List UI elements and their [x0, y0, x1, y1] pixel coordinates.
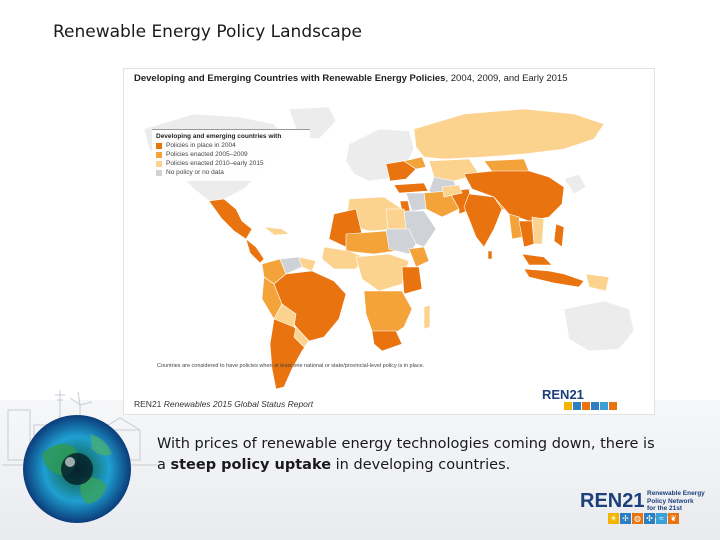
- papua: [585, 273, 610, 292]
- philippines: [553, 223, 565, 248]
- south-africa: [371, 330, 403, 352]
- malaysia: [521, 253, 553, 266]
- legend-label: Policies in place in 2004: [166, 142, 236, 149]
- legend-item-2009: Policies enacted 2005–2009: [156, 151, 306, 158]
- jordan: [399, 200, 411, 212]
- madagascar: [423, 304, 431, 330]
- russia: [413, 108, 605, 160]
- central-america: [245, 238, 265, 264]
- caribbean: [263, 226, 290, 236]
- wind-icon: [573, 402, 581, 410]
- mexico: [208, 198, 253, 240]
- logo-icons: ☀ ✢ ◍ ✣ ≈ ❦: [608, 513, 679, 524]
- brazil: [273, 270, 347, 342]
- map-title: Developing and Emerging Countries with R…: [134, 73, 567, 84]
- wave-icon: ≈: [656, 513, 667, 524]
- paraguay-uruguay: [293, 326, 310, 348]
- caption-text-2: in developing countries.: [331, 457, 511, 473]
- legend-swatch: [156, 169, 162, 176]
- ukraine: [403, 156, 427, 170]
- legend-title: Developing and emerging countries with: [156, 133, 282, 140]
- legend-item-no-policy: No policy or no data: [156, 169, 306, 176]
- sri-lanka: [487, 250, 493, 260]
- map-title-rest: , 2004, 2009, and Early 2015: [445, 73, 568, 84]
- legend-label: Policies enacted 2010–early 2015: [166, 160, 264, 167]
- legend-item-2015: Policies enacted 2010–early 2015: [156, 160, 306, 167]
- caption-bold: steep policy uptake: [170, 457, 332, 473]
- indonesia: [523, 268, 585, 288]
- map-footnote: Countries are considered to have policie…: [157, 363, 425, 369]
- leaf-icon: ❦: [668, 513, 679, 524]
- legend-label: Policies enacted 2005–2009: [166, 151, 248, 158]
- guianas: [298, 256, 317, 272]
- ren21-logo: REN21 Renewable Energy Policy Network fo…: [580, 488, 710, 528]
- korea-japan: [563, 173, 587, 195]
- logo-name: REN21: [580, 490, 645, 512]
- turkey: [393, 182, 429, 194]
- iraq-syria: [405, 192, 427, 212]
- leaf-icon: [609, 402, 617, 410]
- map-logo-icons: [564, 402, 617, 410]
- legend-swatch: [156, 160, 162, 167]
- slide-caption: With prices of renewable energy technolo…: [157, 434, 657, 476]
- fire-icon: ◍: [632, 513, 643, 524]
- west-africa: [321, 246, 365, 270]
- policy-map-figure: Developing and Emerging Countries with R…: [123, 68, 655, 415]
- map-ren21-logo: REN21: [542, 387, 642, 411]
- afghanistan: [441, 184, 463, 198]
- wind-icon: ✢: [620, 513, 631, 524]
- turbine-icon: ✣: [644, 513, 655, 524]
- china: [463, 170, 565, 222]
- legend-label: No policy or no data: [166, 169, 224, 176]
- thailand: [518, 220, 535, 248]
- egypt: [385, 208, 407, 230]
- australia: [563, 300, 635, 352]
- sun-icon: ☀: [608, 513, 619, 524]
- wave-icon: [600, 402, 608, 410]
- map-logo-text: REN21: [542, 387, 584, 402]
- legend-swatch: [156, 142, 162, 149]
- map-legend: Developing and emerging countries with P…: [152, 129, 310, 181]
- ethiopia: [408, 246, 430, 268]
- fire-icon: [582, 402, 590, 410]
- kenya-tanzania: [401, 266, 423, 295]
- map-source-report: Renewables 2015 Global Status Report: [163, 399, 314, 409]
- vietnam-laos: [531, 216, 545, 245]
- map-source-org: REN21: [134, 399, 162, 409]
- legend-item-2004: Policies in place in 2004: [156, 142, 306, 149]
- globe-eye-image: [23, 415, 131, 523]
- map-title-bold: Developing and Emerging Countries with R…: [134, 73, 446, 84]
- central-africa: [355, 253, 410, 292]
- caption-text-1: With prices of renewable energy technolo…: [157, 436, 655, 473]
- india: [463, 193, 503, 248]
- legend-swatch: [156, 151, 162, 158]
- slide-title: Renewable Energy Policy Landscape: [53, 22, 362, 42]
- sun-icon: [564, 402, 572, 410]
- turbine-icon: [591, 402, 599, 410]
- eastern-europe: [385, 160, 417, 182]
- map-source: REN21 Renewables 2015 Global Status Repo…: [134, 399, 313, 409]
